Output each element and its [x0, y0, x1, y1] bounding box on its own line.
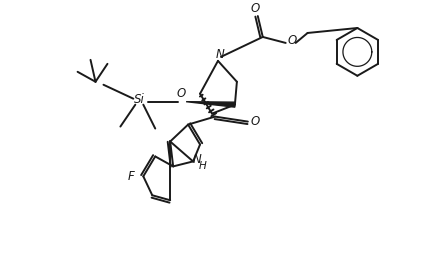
Text: N: N	[215, 48, 224, 61]
Text: O: O	[250, 2, 259, 15]
Text: F: F	[128, 170, 135, 183]
Text: H: H	[199, 161, 207, 171]
Text: O: O	[250, 115, 259, 128]
Text: O: O	[288, 35, 297, 47]
Text: Si: Si	[134, 93, 145, 106]
Text: N: N	[192, 153, 201, 166]
Polygon shape	[186, 102, 235, 107]
Text: O: O	[176, 87, 186, 100]
